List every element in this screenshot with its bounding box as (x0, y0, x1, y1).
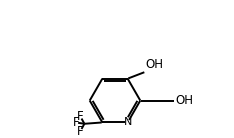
Text: OH: OH (146, 58, 164, 71)
Text: N: N (124, 117, 132, 128)
Text: F: F (77, 110, 84, 123)
Text: F: F (73, 116, 79, 129)
Text: F: F (77, 125, 84, 138)
Text: OH: OH (176, 94, 194, 107)
